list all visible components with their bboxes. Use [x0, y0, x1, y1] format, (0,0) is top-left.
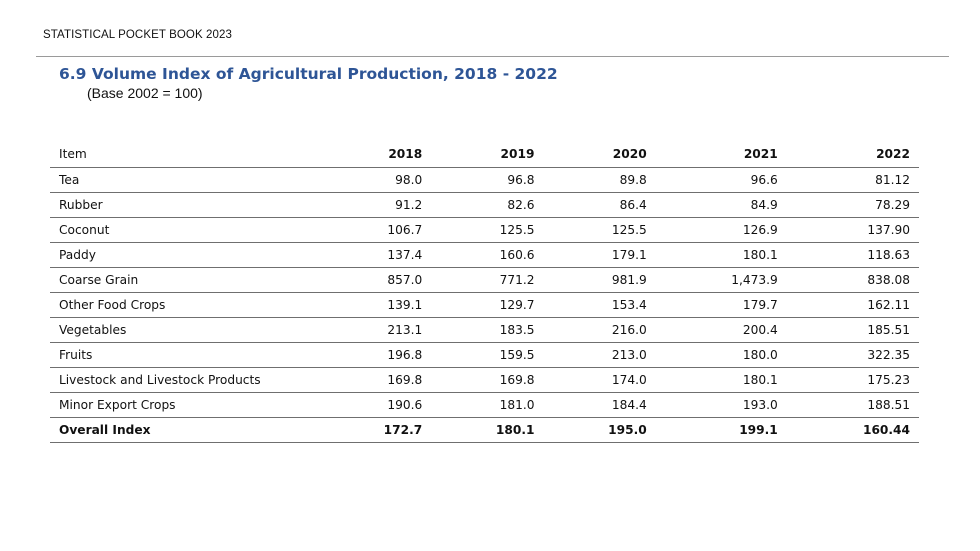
cell-value: 82.6 — [431, 192, 544, 218]
cell-value: 153.4 — [543, 292, 656, 318]
row-label: Fruits — [50, 342, 319, 368]
data-table: Item 2018 2019 2020 2021 2022 Tea 98.0 9… — [50, 142, 919, 443]
cell-value: 195.0 — [543, 417, 656, 443]
cell-value: 160.6 — [431, 242, 544, 268]
row-label: Livestock and Livestock Products — [50, 367, 319, 393]
cell-value: 180.1 — [431, 417, 544, 443]
table-row: Coarse Grain 857.0 771.2 981.9 1,473.9 8… — [50, 267, 919, 293]
cell-value: 981.9 — [543, 267, 656, 293]
column-header-item: Item — [50, 142, 319, 168]
column-header-2018: 2018 — [319, 142, 432, 168]
cell-value: 98.0 — [319, 167, 432, 193]
cell-value: 81.12 — [786, 167, 919, 193]
cell-value: 139.1 — [319, 292, 432, 318]
cell-value: 199.1 — [655, 417, 787, 443]
cell-value: 91.2 — [319, 192, 432, 218]
cell-value: 183.5 — [431, 317, 544, 343]
table-row: Vegetables 213.1 183.5 216.0 200.4 185.5… — [50, 317, 919, 343]
cell-value: 190.6 — [319, 392, 432, 418]
cell-value: 200.4 — [655, 317, 787, 343]
table-subtitle: (Base 2002 = 100) — [87, 85, 203, 101]
cell-value: 86.4 — [543, 192, 656, 218]
row-label: Minor Export Crops — [50, 392, 319, 418]
cell-value: 129.7 — [431, 292, 544, 318]
cell-value: 184.4 — [543, 392, 656, 418]
row-label: Vegetables — [50, 317, 319, 343]
cell-value: 137.90 — [786, 217, 919, 243]
cell-value: 89.8 — [543, 167, 656, 193]
cell-value: 180.1 — [655, 242, 787, 268]
publication-header: STATISTICAL POCKET BOOK 2023 — [43, 29, 232, 41]
row-label: Other Food Crops — [50, 292, 319, 318]
cell-value: 213.0 — [543, 342, 656, 368]
table-row: Minor Export Crops 190.6 181.0 184.4 193… — [50, 392, 919, 418]
cell-value: 180.0 — [655, 342, 787, 368]
cell-value: 125.5 — [543, 217, 656, 243]
cell-value: 118.63 — [786, 242, 919, 268]
header-row: Item 2018 2019 2020 2021 2022 — [50, 142, 919, 168]
cell-value: 159.5 — [431, 342, 544, 368]
table-row: Fruits 196.8 159.5 213.0 180.0 322.35 — [50, 342, 919, 368]
column-header-2020: 2020 — [543, 142, 656, 168]
cell-value: 771.2 — [431, 267, 544, 293]
column-header-2021: 2021 — [655, 142, 787, 168]
cell-value: 185.51 — [786, 317, 919, 343]
table-header: Item 2018 2019 2020 2021 2022 — [50, 142, 919, 168]
table-row: Livestock and Livestock Products 169.8 1… — [50, 367, 919, 393]
row-label: Coarse Grain — [50, 267, 319, 293]
row-label: Coconut — [50, 217, 319, 243]
cell-value: 160.44 — [786, 417, 919, 443]
cell-value: 196.8 — [319, 342, 432, 368]
header-divider — [36, 56, 949, 57]
cell-value: 169.8 — [319, 367, 432, 393]
cell-value: 857.0 — [319, 267, 432, 293]
table-row: Tea 98.0 96.8 89.8 96.6 81.12 — [50, 167, 919, 193]
cell-value: 180.1 — [655, 367, 787, 393]
cell-value: 96.8 — [431, 167, 544, 193]
row-label: Paddy — [50, 242, 319, 268]
cell-value: 213.1 — [319, 317, 432, 343]
cell-value: 96.6 — [655, 167, 787, 193]
cell-value: 179.1 — [543, 242, 656, 268]
cell-value: 162.11 — [786, 292, 919, 318]
row-label: Rubber — [50, 192, 319, 218]
cell-value: 322.35 — [786, 342, 919, 368]
cell-value: 193.0 — [655, 392, 787, 418]
cell-value: 169.8 — [431, 367, 544, 393]
cell-value: 179.7 — [655, 292, 787, 318]
table-title: 6.9 Volume Index of Agricultural Product… — [59, 65, 558, 83]
cell-value: 174.0 — [543, 367, 656, 393]
cell-value: 838.08 — [786, 267, 919, 293]
table-row: Paddy 137.4 160.6 179.1 180.1 118.63 — [50, 242, 919, 268]
cell-value: 125.5 — [431, 217, 544, 243]
total-row: Overall Index 172.7 180.1 195.0 199.1 16… — [50, 417, 919, 443]
table-body: Tea 98.0 96.8 89.8 96.6 81.12 Rubber 91.… — [50, 167, 919, 443]
column-header-2019: 2019 — [431, 142, 544, 168]
table-row: Coconut 106.7 125.5 125.5 126.9 137.90 — [50, 217, 919, 243]
column-header-2022: 2022 — [786, 142, 919, 168]
cell-value: 181.0 — [431, 392, 544, 418]
cell-value: 126.9 — [655, 217, 787, 243]
table-row: Rubber 91.2 82.6 86.4 84.9 78.29 — [50, 192, 919, 218]
cell-value: 188.51 — [786, 392, 919, 418]
cell-value: 106.7 — [319, 217, 432, 243]
cell-value: 137.4 — [319, 242, 432, 268]
cell-value: 84.9 — [655, 192, 787, 218]
cell-value: 175.23 — [786, 367, 919, 393]
row-label: Overall Index — [50, 417, 319, 443]
cell-value: 1,473.9 — [655, 267, 787, 293]
cell-value: 172.7 — [319, 417, 432, 443]
cell-value: 78.29 — [786, 192, 919, 218]
cell-value: 216.0 — [543, 317, 656, 343]
table-row: Other Food Crops 139.1 129.7 153.4 179.7… — [50, 292, 919, 318]
row-label: Tea — [50, 167, 319, 193]
